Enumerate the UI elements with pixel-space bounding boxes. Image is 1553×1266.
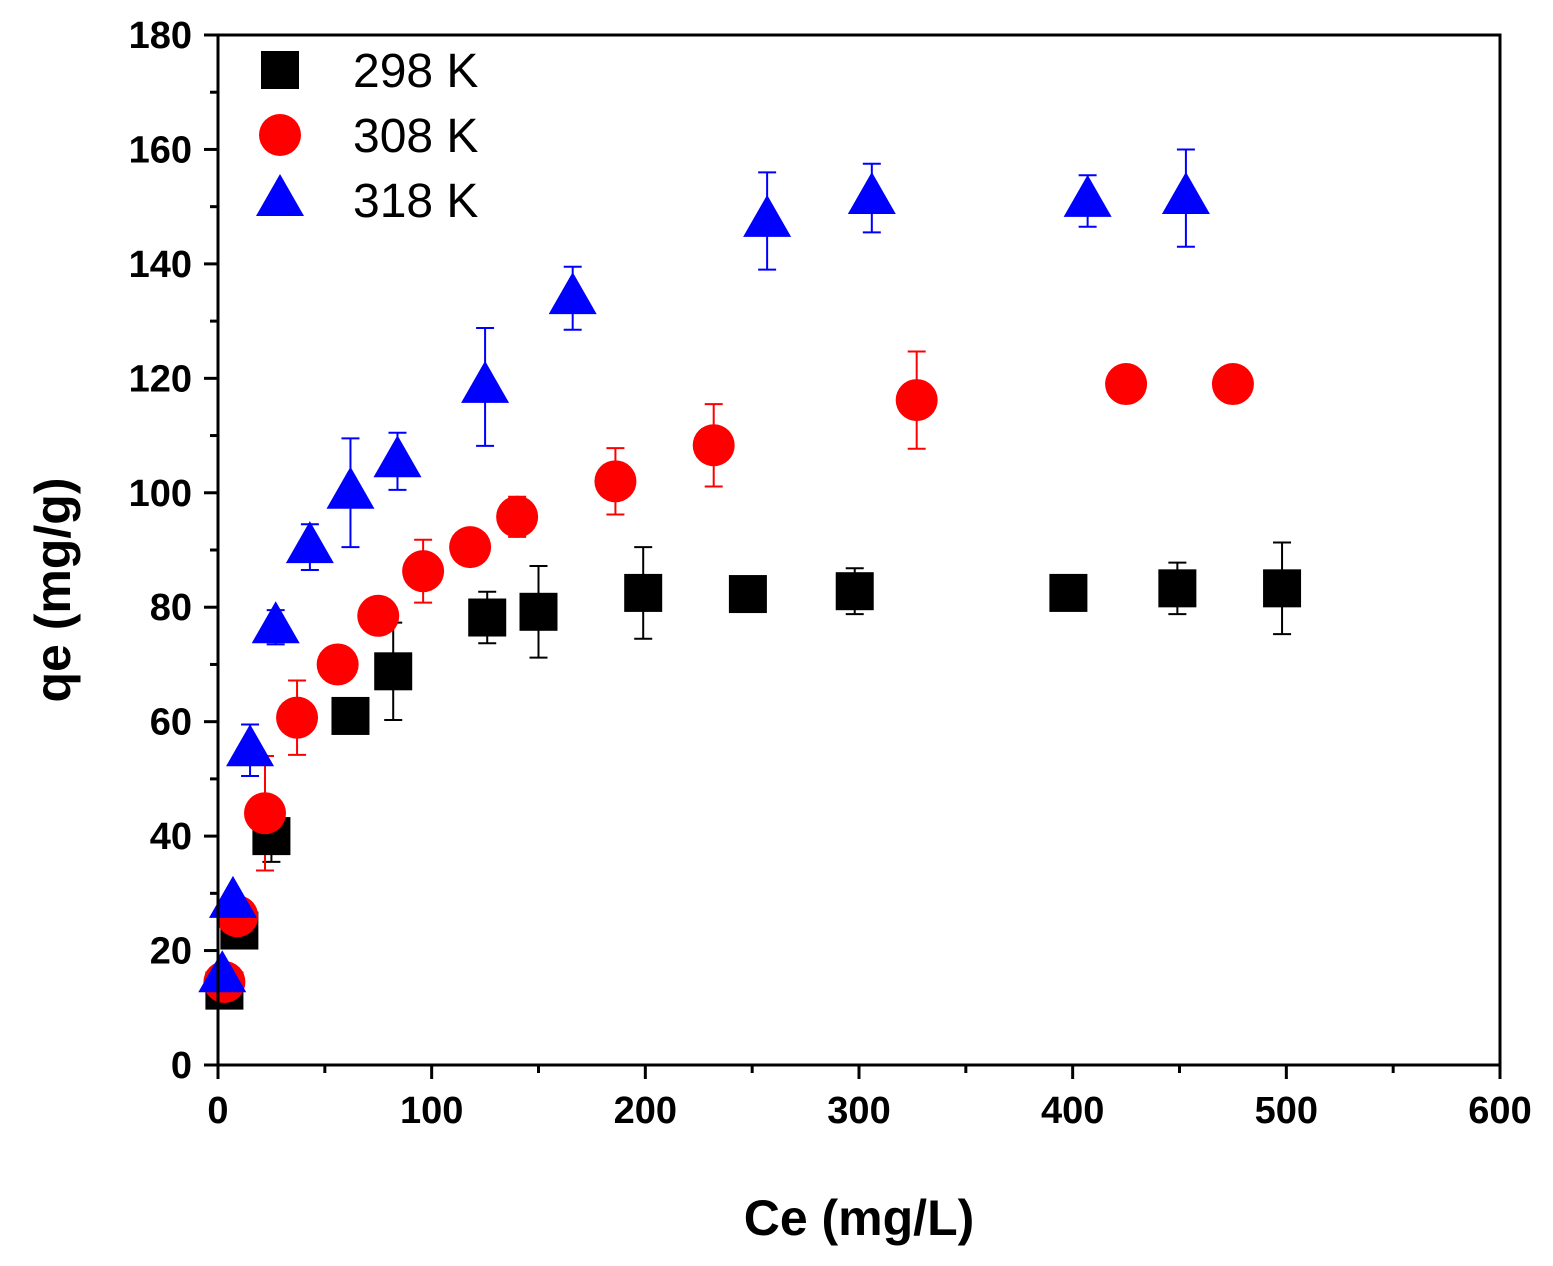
marker-318k-6 — [373, 435, 422, 478]
marker-318k-9 — [743, 194, 792, 237]
marker-308k-13 — [1211, 363, 1254, 406]
marker-298k-3 — [331, 696, 370, 735]
y-tick-label-20: 20 — [150, 931, 192, 973]
marker-308k-4 — [316, 643, 359, 686]
y-axis-ticks: 0 20 40 60 80 100 120 140 160 180 — [129, 15, 218, 1087]
legend-marker-318k — [256, 173, 304, 216]
legend-item-318k: 318 K — [256, 173, 478, 228]
x-axis-title: Ce (mg/L) — [744, 1190, 975, 1246]
marker-308k-7 — [449, 526, 492, 569]
legend-marker-298k — [261, 51, 299, 89]
y-tick-label-120: 120 — [129, 358, 192, 400]
marker-298k-7 — [624, 573, 663, 612]
marker-308k-11 — [895, 379, 938, 422]
x-tick-label-100: 100 — [400, 1090, 463, 1132]
legend-label-308k: 308 K — [353, 110, 478, 163]
marker-298k-5 — [468, 598, 507, 637]
marker-318k-5 — [326, 466, 375, 509]
marker-318k-4 — [285, 521, 334, 564]
x-tick-label-500: 500 — [1255, 1090, 1318, 1132]
marker-308k-2 — [244, 792, 287, 835]
x-tick-label-0: 0 — [207, 1090, 228, 1132]
marker-298k-4 — [374, 652, 413, 691]
x-tick-label-300: 300 — [827, 1090, 890, 1132]
marker-318k-1 — [208, 875, 257, 918]
marker-298k-8 — [728, 575, 767, 614]
marker-318k-2 — [226, 724, 275, 767]
marker-308k-12 — [1105, 363, 1148, 406]
marker-318k-7 — [461, 360, 510, 403]
marker-308k-10 — [692, 424, 735, 467]
marker-298k-12 — [1263, 569, 1302, 608]
error-bars-layer — [228, 148, 1292, 943]
marker-318k-3 — [251, 601, 300, 644]
legend-label-298k: 298 K — [353, 45, 478, 98]
x-axis-ticks: 0 100 200 300 400 500 600 — [207, 1065, 1532, 1132]
y-tick-label-180: 180 — [129, 15, 192, 57]
y-tick-label-40: 40 — [150, 816, 192, 858]
marker-298k-11 — [1158, 569, 1197, 608]
legend-item-308k: 308 K — [259, 110, 478, 163]
x-tick-label-200: 200 — [614, 1090, 677, 1132]
legend-label-318k: 318 K — [353, 175, 478, 228]
marker-308k-5 — [357, 594, 400, 637]
y-tick-label-100: 100 — [129, 473, 192, 515]
marker-318k-0 — [198, 950, 247, 993]
legend-marker-308k — [259, 114, 301, 156]
marker-308k-8 — [496, 495, 539, 538]
y-tick-label-0: 0 — [171, 1045, 192, 1087]
y-tick-label-160: 160 — [129, 129, 192, 171]
marker-308k-3 — [276, 696, 319, 739]
marker-308k-6 — [402, 550, 445, 593]
legend-item-298k: 298 K — [261, 45, 478, 98]
x-tick-label-400: 400 — [1041, 1090, 1104, 1132]
marker-298k-10 — [1049, 573, 1088, 612]
legend: 298 K 308 K 318 K — [256, 45, 478, 228]
marker-318k-12 — [1161, 172, 1210, 215]
y-tick-label-140: 140 — [129, 244, 192, 286]
marker-298k-6 — [519, 592, 558, 631]
y-axis-title: qe (mg/g) — [25, 478, 81, 703]
x-tick-label-600: 600 — [1468, 1090, 1531, 1132]
markers-layer — [198, 172, 1302, 1010]
marker-318k-8 — [548, 272, 597, 315]
marker-308k-9 — [594, 460, 637, 503]
marker-318k-11 — [1063, 174, 1112, 217]
marker-298k-9 — [835, 572, 874, 611]
marker-318k-10 — [847, 172, 896, 215]
y-tick-label-80: 80 — [150, 587, 192, 629]
y-tick-label-60: 60 — [150, 702, 192, 744]
